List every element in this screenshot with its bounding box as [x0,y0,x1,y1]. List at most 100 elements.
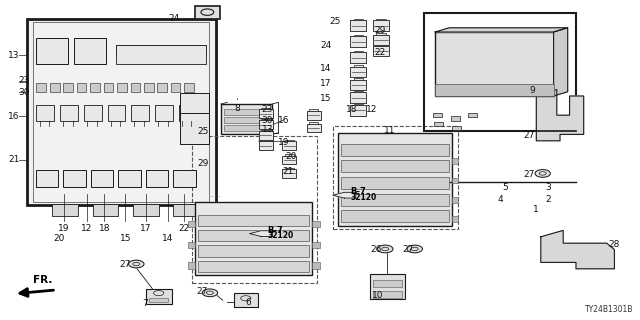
Polygon shape [250,231,273,236]
Bar [173,170,196,187]
Text: 13: 13 [262,125,273,134]
Bar [282,141,296,150]
Bar [33,22,209,202]
Text: 2: 2 [545,195,550,204]
Bar [104,83,113,92]
Bar [144,83,154,92]
Bar [198,245,309,257]
Bar [376,33,385,35]
Text: 5: 5 [503,183,508,192]
Text: 29: 29 [374,26,386,35]
Text: 23: 23 [19,76,30,85]
Bar [36,83,46,92]
Text: 18: 18 [99,224,110,233]
Bar [354,104,364,105]
Bar [372,35,389,45]
Bar [184,83,194,92]
Bar [180,113,209,144]
Bar [261,140,270,141]
Text: 26: 26 [371,245,382,254]
Text: 7: 7 [142,300,147,308]
Bar [84,105,102,121]
Bar [60,105,78,121]
Circle shape [407,245,422,253]
Text: 10: 10 [372,291,383,300]
Bar [259,131,273,140]
Bar [224,125,269,131]
Bar [372,46,389,56]
Bar [27,19,216,205]
Bar [373,291,402,298]
Bar [341,160,449,172]
Text: 12: 12 [365,105,377,114]
Bar [171,83,180,92]
Text: 15: 15 [120,234,131,243]
Bar [354,65,364,67]
Bar [282,156,296,164]
Text: 19: 19 [58,224,70,233]
Text: 6: 6 [246,298,251,307]
Bar [341,144,449,156]
Text: 22: 22 [374,48,386,57]
Text: 27: 27 [523,131,534,140]
Bar [452,158,458,164]
Text: 3: 3 [545,183,550,192]
Bar [370,274,405,299]
Text: 30: 30 [19,88,30,97]
Polygon shape [541,230,614,269]
Text: 24: 24 [320,41,332,50]
Bar [36,105,54,121]
Text: 4: 4 [498,195,503,204]
Bar [309,109,318,111]
Bar [333,126,458,229]
Circle shape [129,260,144,268]
Bar [192,136,317,283]
Text: 13: 13 [8,51,20,60]
Bar [307,124,321,132]
Text: 14: 14 [320,64,332,73]
Bar [179,105,196,121]
Bar [354,78,364,80]
Bar [261,119,270,120]
Text: 17: 17 [140,224,152,233]
Text: TY24B1301B: TY24B1301B [585,305,634,314]
Bar [354,51,364,52]
Bar [146,289,172,304]
Bar [372,20,389,31]
Bar [433,113,442,117]
Bar [259,109,273,118]
Text: 32120: 32120 [268,231,294,240]
Bar [351,20,367,31]
Bar [224,117,269,123]
Bar [91,170,113,187]
Bar [285,140,294,141]
Text: B-7: B-7 [268,226,284,235]
Text: 8: 8 [234,104,239,113]
Bar [198,215,309,226]
Bar [36,170,58,187]
Bar [90,83,100,92]
Bar [131,105,149,121]
Bar [118,170,141,187]
Bar [312,262,320,269]
Bar [93,204,118,216]
Bar [133,204,159,216]
Bar [108,105,125,121]
Bar [351,67,367,77]
Bar [195,6,220,19]
Bar [261,130,270,131]
Text: 28: 28 [609,240,620,249]
Bar [63,83,73,92]
Bar [149,298,168,302]
Bar [234,293,258,307]
Bar [424,13,576,131]
Text: 22: 22 [178,224,189,233]
Text: 12: 12 [81,224,93,233]
Bar [180,93,209,123]
Bar [155,105,173,121]
Text: 27: 27 [523,170,534,179]
Bar [188,262,195,269]
Bar [188,221,195,227]
Bar [468,113,477,117]
Text: 11: 11 [384,126,396,135]
